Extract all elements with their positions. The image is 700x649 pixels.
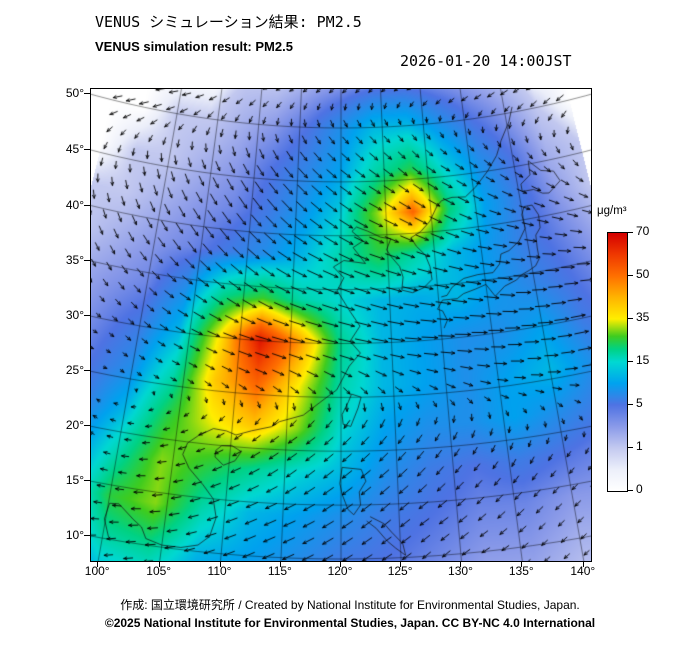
lat-tick-mark [84, 93, 90, 95]
lon-tick-label: 125° [387, 564, 413, 578]
lon-tick-mark [279, 561, 281, 567]
lat-tick-mark [84, 259, 90, 261]
pm25-map-canvas [91, 89, 591, 561]
lat-tick-mark [84, 480, 90, 482]
lat-tick-label: 10° [65, 528, 84, 543]
colorbar-tick-mark [628, 232, 633, 233]
page-title-english: VENUS simulation result: PM2.5 [95, 39, 293, 54]
lon-tick-mark [219, 561, 221, 567]
page-title-japanese: VENUS シミュレーション結果: PM2.5 [95, 13, 362, 31]
lat-tick-label: 50° [65, 86, 84, 101]
lon-tick-label: 135° [508, 564, 534, 578]
colorbar-tick-label: 15 [636, 353, 650, 367]
lat-tick-mark [84, 149, 90, 151]
lon-tick-mark [400, 561, 402, 567]
lon-tick-label: 100° [84, 564, 110, 578]
lat-tick-label: 30° [65, 308, 84, 323]
colorbar [607, 232, 628, 492]
colorbar-tick-mark [628, 404, 633, 405]
colorbar-tick-mark [628, 447, 633, 448]
lat-tick-label: 20° [65, 418, 84, 433]
colorbar-tick-label: 50 [636, 267, 650, 281]
lon-tick-label: 140° [570, 564, 596, 578]
lat-tick-label: 25° [65, 363, 84, 378]
lon-tick-mark [97, 561, 99, 567]
colorbar-tick-mark [628, 318, 633, 319]
credit-line: 作成: 国立環境研究所 / Created by National Instit… [120, 598, 580, 612]
map-plot-frame [90, 88, 592, 562]
lon-tick-mark [521, 561, 523, 567]
colorbar-tick-label: 0 [636, 482, 643, 496]
colorbar-tick-label: 70 [636, 224, 650, 238]
colorbar-tick-label: 5 [636, 396, 643, 410]
lat-tick-label: 35° [65, 252, 84, 267]
lon-tick-label: 115° [267, 564, 292, 578]
lat-tick-label: 45° [65, 142, 84, 157]
lon-tick-mark [460, 561, 462, 567]
colorbar-tick-mark [628, 361, 633, 362]
lon-tick-mark [582, 561, 584, 567]
colorbar-tick-mark [628, 275, 633, 276]
lon-tick-label: 105° [146, 564, 172, 578]
colorbar-tick-mark [628, 490, 633, 491]
lon-tick-mark [340, 561, 341, 567]
license-line: ©2025 National Institute for Environment… [104, 616, 596, 630]
lon-tick-mark [158, 561, 160, 567]
lat-tick-mark [84, 370, 90, 372]
colorbar-tick-label: 35 [636, 310, 650, 324]
colorbar-tick-label: 1 [636, 439, 643, 453]
lat-tick-label: 15° [65, 473, 84, 488]
lat-tick-label: 40° [65, 197, 84, 212]
lat-tick-mark [84, 535, 90, 537]
lon-tick-label: 130° [448, 564, 473, 578]
lat-tick-mark [84, 204, 90, 206]
lon-tick-label: 120° [327, 564, 353, 578]
lon-tick-label: 110° [207, 564, 232, 578]
lat-tick-mark [84, 425, 90, 427]
lat-tick-mark [84, 315, 90, 317]
simulation-timestamp: 2026-01-20 14:00JST [400, 52, 572, 70]
colorbar-unit-label: μg/m³ [597, 205, 627, 217]
